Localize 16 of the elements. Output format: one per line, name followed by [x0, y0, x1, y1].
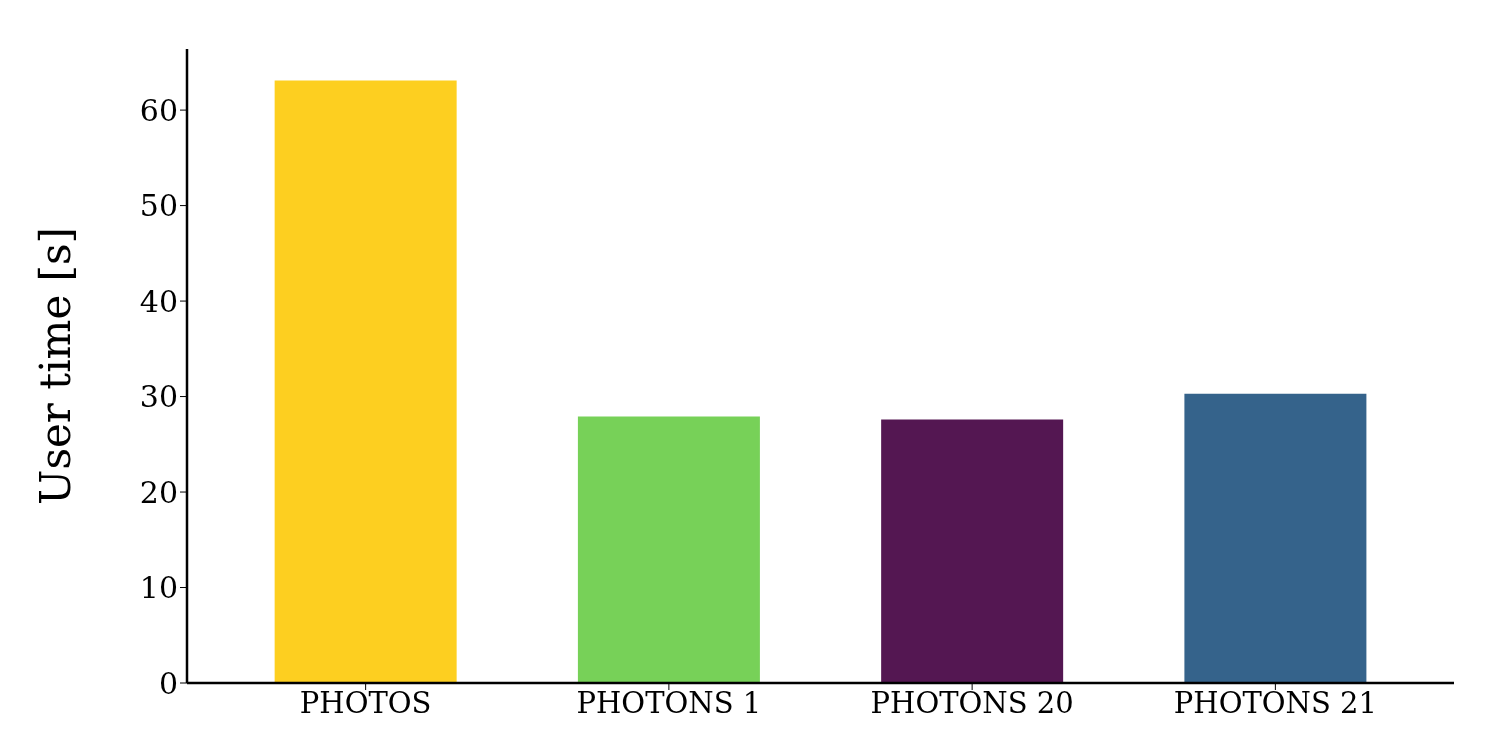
y-tick-label: 50	[139, 188, 178, 224]
y-tick-label: 40	[139, 283, 178, 319]
y-axis-title: User time [s]	[30, 227, 80, 505]
y-tick-label: 60	[139, 92, 178, 128]
y-tick-label: 0	[158, 665, 178, 701]
y-tick-label: 10	[139, 570, 178, 606]
bar	[881, 419, 1064, 683]
x-tick-label: PHOTOS	[299, 685, 432, 720]
y-tick-label: 30	[139, 379, 178, 415]
bar	[1184, 393, 1367, 683]
y-tick-label: 20	[139, 474, 178, 510]
x-tick-label: PHOTONS 20	[870, 685, 1074, 720]
x-tick-label: PHOTONS 1	[576, 685, 762, 720]
x-tick-label: PHOTONS 21	[1173, 685, 1377, 720]
bar	[577, 416, 760, 683]
bar	[274, 80, 457, 683]
